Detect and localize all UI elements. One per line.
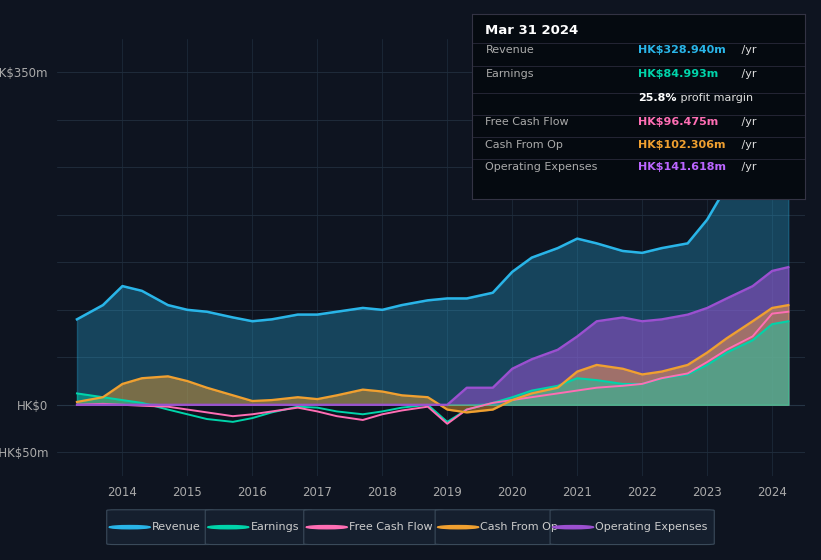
Circle shape xyxy=(208,525,249,529)
Text: Cash From Op: Cash From Op xyxy=(485,139,563,150)
Text: Operating Expenses: Operating Expenses xyxy=(595,522,708,532)
Text: Operating Expenses: Operating Expenses xyxy=(485,162,598,172)
Text: HK$328.940m: HK$328.940m xyxy=(639,45,726,55)
Circle shape xyxy=(109,525,150,529)
Text: /yr: /yr xyxy=(738,45,757,55)
Text: Revenue: Revenue xyxy=(485,45,534,55)
Text: HK$102.306m: HK$102.306m xyxy=(639,139,726,150)
FancyBboxPatch shape xyxy=(550,510,714,544)
Text: HK$141.618m: HK$141.618m xyxy=(639,162,727,172)
Text: Cash From Op: Cash From Op xyxy=(480,522,558,532)
Text: Free Cash Flow: Free Cash Flow xyxy=(485,118,569,128)
FancyBboxPatch shape xyxy=(304,510,443,544)
Circle shape xyxy=(438,525,479,529)
FancyBboxPatch shape xyxy=(107,510,213,544)
Text: 25.8%: 25.8% xyxy=(639,94,677,104)
FancyBboxPatch shape xyxy=(205,510,312,544)
Text: Free Cash Flow: Free Cash Flow xyxy=(349,522,433,532)
Text: /yr: /yr xyxy=(738,162,757,172)
Text: HK$96.475m: HK$96.475m xyxy=(639,118,718,128)
Text: profit margin: profit margin xyxy=(677,94,753,104)
Text: Revenue: Revenue xyxy=(152,522,200,532)
Text: Earnings: Earnings xyxy=(485,69,534,80)
FancyBboxPatch shape xyxy=(435,510,558,544)
Text: HK$84.993m: HK$84.993m xyxy=(639,69,718,80)
Text: /yr: /yr xyxy=(738,69,757,80)
Circle shape xyxy=(306,525,347,529)
Text: Earnings: Earnings xyxy=(250,522,299,532)
Text: /yr: /yr xyxy=(738,139,757,150)
Text: /yr: /yr xyxy=(738,118,757,128)
Circle shape xyxy=(553,525,594,529)
Text: Mar 31 2024: Mar 31 2024 xyxy=(485,24,579,37)
